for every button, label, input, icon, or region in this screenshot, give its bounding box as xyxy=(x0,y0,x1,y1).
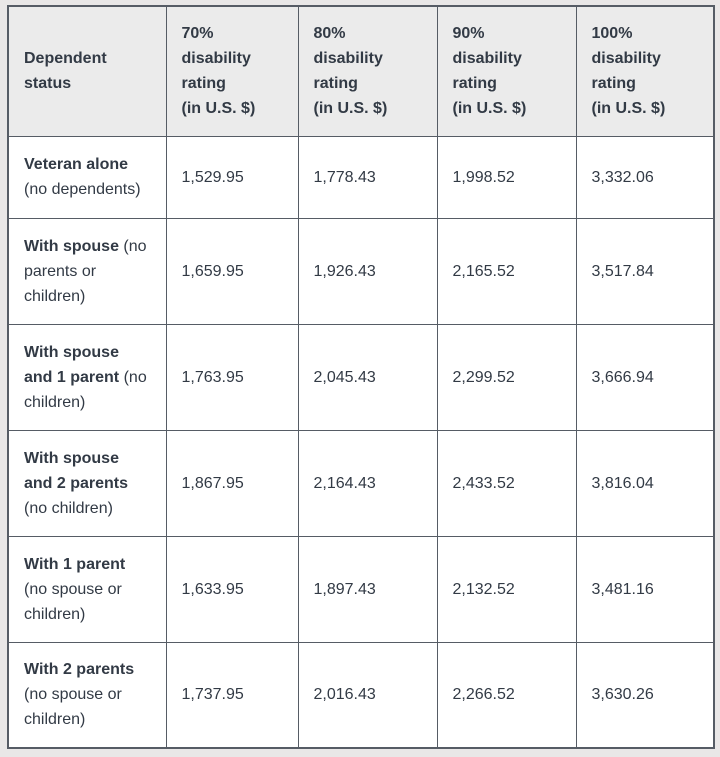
rating-unit: (in U.S. $) xyxy=(181,100,256,118)
cell-value: 2,433.52 xyxy=(436,429,577,537)
cell-value: 2,016.43 xyxy=(297,641,438,749)
cell-value: 1,897.43 xyxy=(297,535,438,643)
cell-value: 3,517.84 xyxy=(575,217,715,325)
table-row-with-1-parent: With 1 parent (no spouse or children) 1,… xyxy=(7,535,715,643)
cell-value: 3,666.94 xyxy=(575,323,715,431)
row-label-bold: Veteran alone xyxy=(24,156,129,173)
column-header-70-percent-rating: 70% disability rating (in U.S. $) xyxy=(165,5,299,137)
row-label-rest: (no children) xyxy=(24,499,113,517)
row-label-bold: With 2 parents xyxy=(24,661,135,679)
cell-value: 1,926.43 xyxy=(297,217,438,325)
header-row: Dependent status 70% disability rating (… xyxy=(7,5,715,137)
rating-label: disability rating xyxy=(452,50,522,93)
cell-value: 1,998.52 xyxy=(436,135,577,219)
row-label-rest: (no parents or children) xyxy=(24,237,147,305)
row-label: With spouse (no parents or children) xyxy=(7,217,167,325)
disability-rates-table: Dependent status 70% disability rating (… xyxy=(7,5,715,749)
table-row-with-spouse: With spouse (no parents or children) 1,6… xyxy=(7,217,715,325)
rating-percent: 90% xyxy=(452,25,485,43)
row-label-rest: (no children) xyxy=(24,368,147,411)
cell-value: 1,778.43 xyxy=(297,135,438,219)
cell-value: 3,816.04 xyxy=(575,429,715,537)
rating-unit: (in U.S. $) xyxy=(313,100,388,118)
row-label: With 2 parents (no spouse or children) xyxy=(7,641,167,749)
row-label-bold: With spouse xyxy=(24,237,119,255)
cell-value: 3,332.06 xyxy=(575,135,715,219)
cell-value: 2,132.52 xyxy=(436,535,577,643)
row-label-bold: With 1 parent xyxy=(24,555,126,573)
cell-value: 2,299.52 xyxy=(436,323,577,431)
table-header: Dependent status 70% disability rating (… xyxy=(7,5,715,137)
column-header-80-percent-rating: 80% disability rating (in U.S. $) xyxy=(297,5,438,137)
column-header-dependent-status: Dependent status xyxy=(7,5,167,137)
table-row-with-spouse-2-parents: With spouse and 2 parents (no children) … xyxy=(7,429,715,537)
rating-percent: 100% xyxy=(591,25,633,43)
table-row-with-spouse-1-parent: With spouse and 1 parent (no children) 1… xyxy=(7,323,715,431)
cell-value: 2,164.43 xyxy=(297,429,438,537)
table-row-veteran-alone: Veteran alone (no dependents) 1,529.95 1… xyxy=(7,135,715,219)
cell-value: 1,529.95 xyxy=(165,135,299,219)
row-label-bold: With spouse and 1 parent xyxy=(24,343,120,386)
cell-value: 3,630.26 xyxy=(575,641,715,749)
row-label: Veteran alone (no dependents) xyxy=(7,135,167,219)
cell-value: 1,763.95 xyxy=(165,323,299,431)
table-body: Veteran alone (no dependents) 1,529.95 1… xyxy=(7,135,715,749)
cell-value: 2,266.52 xyxy=(436,641,577,749)
rating-unit: (in U.S. $) xyxy=(452,100,527,118)
table-row-with-2-parents: With 2 parents (no spouse or children) 1… xyxy=(7,641,715,749)
cell-value: 1,867.95 xyxy=(165,429,299,537)
cell-value: 2,165.52 xyxy=(436,217,577,325)
cell-value: 1,737.95 xyxy=(165,641,299,749)
cell-value: 2,045.43 xyxy=(297,323,438,431)
cell-value: 1,659.95 xyxy=(165,217,299,325)
rating-label: disability rating xyxy=(313,50,383,93)
row-label: With spouse and 2 parents (no children) xyxy=(7,429,167,537)
row-label-rest: (no spouse or children) xyxy=(24,580,122,623)
row-label-rest: (no dependents) xyxy=(24,181,141,198)
column-header-100-percent-rating: 100% disability rating (in U.S. $) xyxy=(575,5,715,137)
row-label: With 1 parent (no spouse or children) xyxy=(7,535,167,643)
rating-percent: 70% xyxy=(181,25,214,43)
row-label-bold: With spouse and 2 parents xyxy=(24,449,129,492)
column-header-90-percent-rating: 90% disability rating (in U.S. $) xyxy=(436,5,577,137)
rating-percent: 80% xyxy=(313,25,346,43)
row-label: With spouse and 1 parent (no children) xyxy=(7,323,167,431)
row-label-rest: (no spouse or children) xyxy=(24,686,122,729)
rating-label: disability rating xyxy=(591,50,661,93)
rating-unit: (in U.S. $) xyxy=(591,100,666,118)
rating-label: disability rating xyxy=(181,50,251,93)
cell-value: 3,481.16 xyxy=(575,535,715,643)
cell-value: 1,633.95 xyxy=(165,535,299,643)
